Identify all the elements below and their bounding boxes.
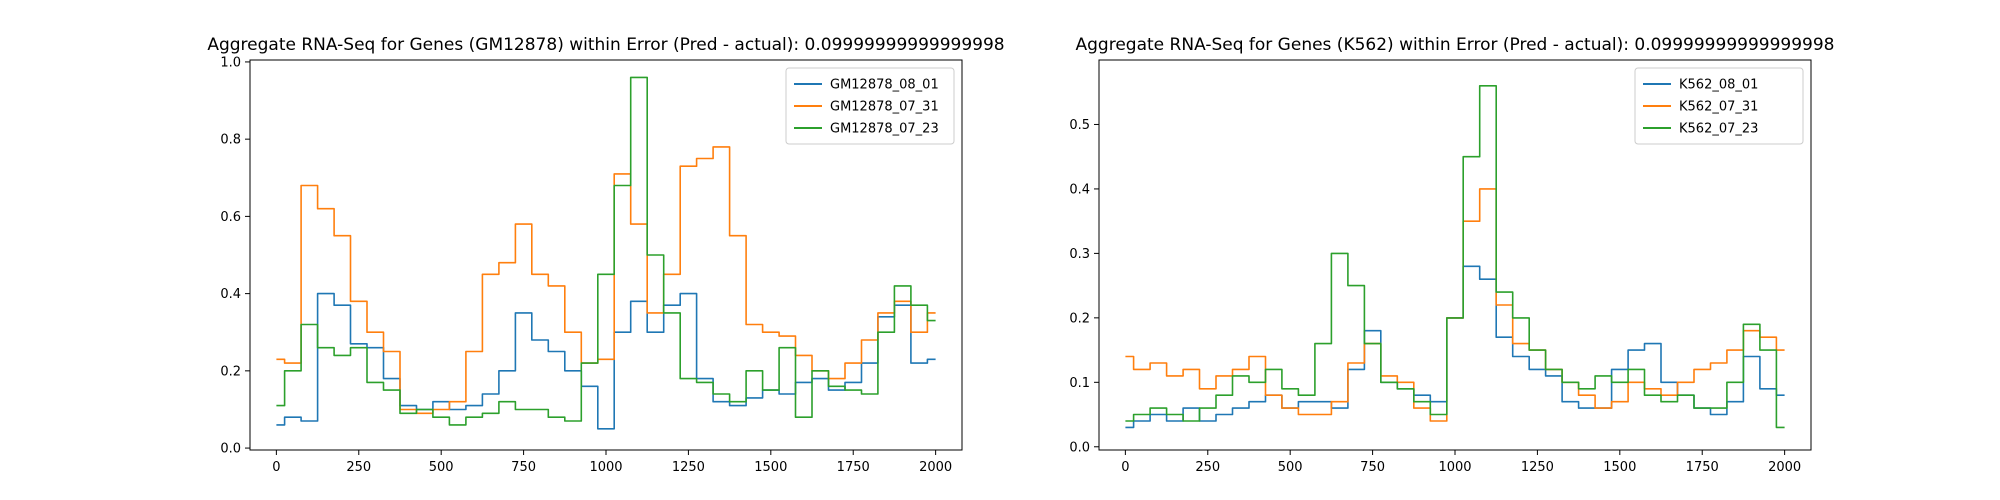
legend-box [785,67,955,145]
x-tick-label: 2000 [919,460,952,475]
x-tick-label: 1000 [1438,460,1471,475]
x-tick-label: 250 [346,460,371,475]
series-line-k562-08-01 [1125,265,1785,429]
x-tick-label: 0 [272,460,280,475]
y-tick-label: 0.0 [220,442,241,457]
x-tick-label: 750 [511,460,536,475]
legend-label: GM12878_07_23 [830,122,939,137]
y-tick-label: 0.3 [1069,247,1090,262]
series-line-gm12878-07-23 [276,76,936,426]
chart-title: Aggregate RNA-Seq for Genes (K562) withi… [1076,35,1835,55]
x-tick-label: 500 [429,460,454,475]
chart-gm12878: Aggregate RNA-Seq for Genes (GM12878) wi… [207,35,1004,475]
series-line-k562-07-31 [1125,188,1785,422]
x-tick-label: 1500 [754,460,787,475]
series-line-gm12878-07-31 [276,146,936,415]
y-tick-label: 0.8 [220,133,241,148]
x-tick-label: 500 [1278,460,1303,475]
chart-k562: Aggregate RNA-Seq for Genes (K562) withi… [1069,35,1834,475]
y-tick-label: 0.4 [1069,182,1090,197]
y-tick-label: 0.5 [1069,118,1090,133]
y-tick-label: 0.4 [220,287,241,302]
series-group [276,76,936,430]
x-tick-label: 1250 [672,460,705,475]
legend: K562_08_01 K562_07_31 K562_07_23 [1634,67,1804,145]
x-tick-label: 0 [1121,460,1129,475]
chart-title: Aggregate RNA-Seq for Genes (GM12878) wi… [207,35,1004,55]
y-tick-label: 0.6 [220,210,241,225]
legend-label: K562_08_01 [1679,78,1758,93]
series-line-k562-07-23 [1125,85,1785,429]
y-tick-label: 0.2 [220,364,241,379]
legend-label: K562_07_23 [1679,122,1758,137]
x-tick-label: 1750 [837,460,870,475]
x-tick-label: 1750 [1686,460,1719,475]
y-tick-label: 0.2 [1069,311,1090,326]
x-tick-label: 1250 [1521,460,1554,475]
legend-box [1634,67,1804,145]
x-tick-label: 2000 [1768,460,1801,475]
x-tick-label: 750 [1360,460,1385,475]
x-tick-label: 250 [1195,460,1220,475]
y-tick-label: 1.0 [220,55,241,70]
y-tick-label: 0.1 [1069,376,1090,391]
legend: GM12878_08_01 GM12878_07_31 GM12878_07_23 [785,67,955,145]
legend-label: GM12878_08_01 [830,78,939,93]
series-line-gm12878-08-01 [276,292,936,430]
x-tick-label: 1000 [589,460,622,475]
legend-label: K562_07_31 [1679,100,1758,115]
x-tick-label: 1500 [1603,460,1636,475]
series-group [1125,85,1785,429]
legend-label: GM12878_07_31 [830,100,939,115]
y-tick-label: 0.0 [1069,440,1090,455]
